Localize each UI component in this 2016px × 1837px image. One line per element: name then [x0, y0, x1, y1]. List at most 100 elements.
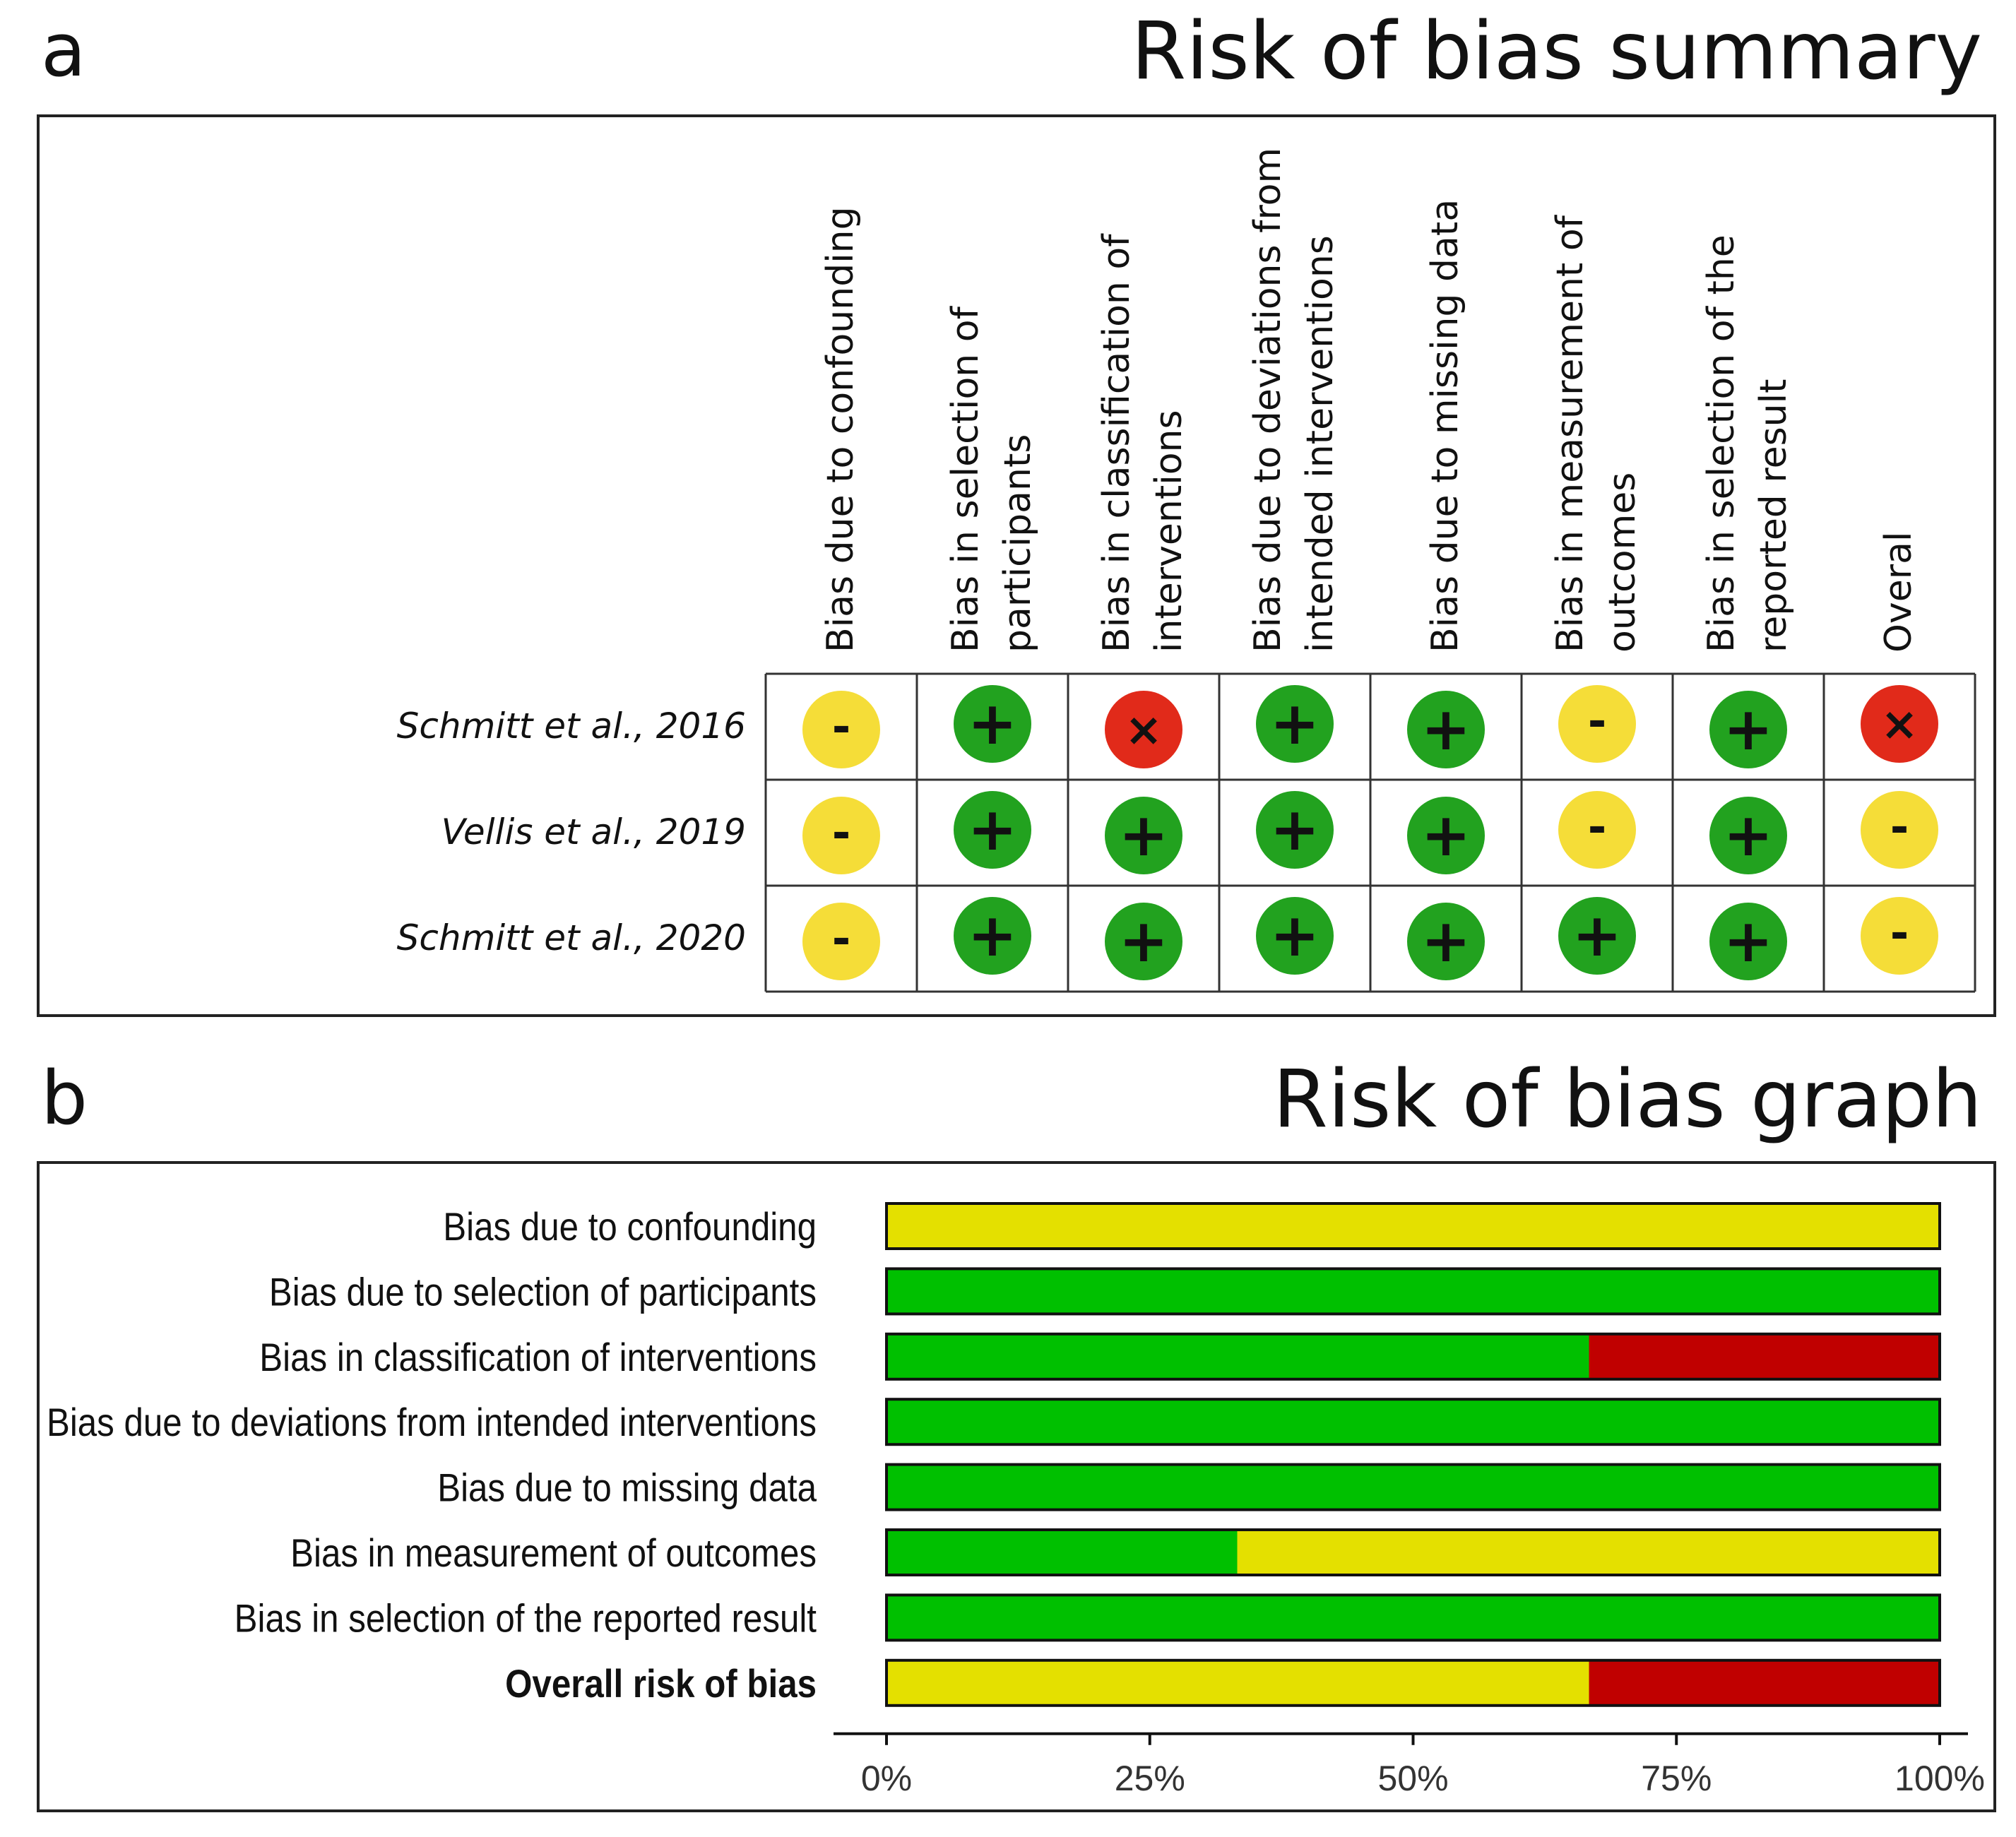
judgement-cell-schmitt-et-al-2020-bias-due-to-confounding: -: [802, 903, 880, 980]
x-tick-label-25-pct: 25%: [1115, 1759, 1185, 1798]
bar-segment-bias-due-to-confounding-some-concerns: [887, 1203, 1940, 1249]
some-risk-symbol: -: [1588, 696, 1607, 748]
bar-outline-bias-due-to-missing-data: [885, 1463, 1941, 1511]
column-header-bias-in-measurement-of-outcomes-line-1: Bias in measurement of: [1549, 214, 1591, 653]
judgement-cell-vellis-et-al-2019-bias-in-classification-of-interventions: +: [1105, 797, 1182, 874]
bar-segment-overall-risk-of-bias-some-concerns: [887, 1660, 1589, 1706]
judgement-cell-vellis-et-al-2019-bias-in-measurement-of-outcomes: -: [1558, 791, 1636, 869]
some-risk-circle: [802, 797, 880, 874]
graph-bars: [885, 1202, 1941, 1707]
bar-outline-bias-in-classification-of-interventions: [885, 1332, 1941, 1381]
category-label-bias-due-to-deviations-from-intended-interventions: Bias due to deviations from intended int…: [47, 1401, 817, 1445]
low-risk-symbol: +: [968, 795, 1017, 864]
low-risk-symbol: +: [1119, 800, 1168, 869]
column-header-bias-in-selection-of-participants-line-1: Bias in selection of: [944, 305, 987, 653]
bar-outline-bias-in-measurement-of-outcomes: [885, 1528, 1941, 1576]
judgement-cell-schmitt-et-al-2016-bias-in-measurement-of-outcomes: -: [1558, 685, 1636, 763]
judgement-cell-vellis-et-al-2019-bias-due-to-missing-data: +: [1407, 797, 1485, 874]
low-risk-symbol: +: [1724, 694, 1773, 763]
summary-grid: [764, 672, 1976, 993]
category-label-bias-due-to-selection-of-participants: Bias due to selection of participants: [269, 1271, 817, 1315]
bar-outline-bias-due-to-deviations-from-intended-interventions: [885, 1398, 1941, 1446]
low-risk-circle: [1407, 903, 1485, 980]
judgement-cell-schmitt-et-al-2016-bias-due-to-deviations-from-intended-interventions: +: [1256, 685, 1334, 763]
judgement-cell-schmitt-et-al-2016-bias-in-classification-of-interventions: ×: [1105, 691, 1182, 768]
low-risk-circle: [1709, 691, 1787, 768]
judgement-cell-schmitt-et-al-2016-overal: ×: [1861, 685, 1938, 763]
column-header-bias-in-selection-of-the-reported-result-line-1: Bias in selection of the: [1700, 234, 1743, 653]
bar-segment-bias-in-selection-of-the-reported-result-low-risk: [887, 1595, 1940, 1641]
some-risk-symbol: -: [1890, 908, 1909, 960]
study-label-schmitt-et-al-2016: Schmitt et al., 2016: [397, 706, 746, 747]
x-tick-label-75-pct: 75%: [1641, 1759, 1712, 1798]
some-risk-symbol: -: [1588, 802, 1607, 854]
category-label-bias-in-measurement-of-outcomes: Bias in measurement of outcomes: [290, 1531, 817, 1576]
panel-a-letter: a: [41, 7, 86, 93]
bar-segment-bias-due-to-deviations-from-intended-interventions-low-risk: [887, 1399, 1940, 1445]
bar-segment-bias-due-to-selection-of-participants-low-risk: [887, 1268, 1940, 1314]
bar-outline-bias-in-selection-of-the-reported-result: [885, 1593, 1941, 1642]
column-header-bias-in-selection-of-the-reported-result-line-2: reported result: [1753, 379, 1795, 653]
study-label-vellis-et-al-2019: Vellis et al., 2019: [441, 812, 746, 852]
low-risk-circle: [954, 791, 1031, 869]
summary-frame: Bias due to confounding Bias in selection…: [37, 114, 1996, 1017]
low-risk-symbol: +: [1119, 906, 1168, 975]
bar-segment-overall-risk-of-bias-high-risk: [1589, 1660, 1940, 1706]
some-risk-circle: [1558, 791, 1636, 869]
low-risk-symbol: +: [968, 689, 1017, 758]
risk-of-bias-graph: Bias due to confounding Bias due to selec…: [47, 1202, 1985, 1798]
judgement-cell-schmitt-et-al-2020-overal: -: [1861, 897, 1938, 975]
bar-segment-bias-in-measurement-of-outcomes-low-risk: [887, 1530, 1238, 1575]
graph-x-axis: 0% 25% 50% 75% 100%: [834, 1732, 1985, 1798]
x-tick-label-50-pct: 50%: [1377, 1759, 1448, 1798]
bar-segment-bias-in-classification-of-interventions-high-risk: [1589, 1333, 1940, 1379]
x-tick-label-0-pct: 0%: [861, 1759, 912, 1798]
low-risk-circle: [1256, 685, 1334, 763]
low-risk-symbol: +: [1270, 900, 1320, 970]
judgement-cell-vellis-et-al-2019-bias-in-selection-of-participants: +: [954, 791, 1031, 869]
some-risk-circle: [802, 903, 880, 980]
judgement-cell-schmitt-et-al-2016-bias-due-to-missing-data: +: [1407, 691, 1485, 768]
summary-study-labels: Schmitt et al., 2016 Vellis et al., 2019 S…: [397, 706, 746, 958]
low-risk-symbol: +: [1421, 906, 1471, 975]
low-risk-circle: [1256, 897, 1334, 975]
judgement-cell-schmitt-et-al-2020-bias-in-classification-of-interventions: +: [1105, 903, 1182, 980]
low-risk-symbol: +: [1270, 689, 1320, 758]
summary-column-headers: Bias due to confounding Bias in selection…: [819, 148, 1920, 653]
some-risk-circle: [1558, 685, 1636, 763]
column-header-bias-due-to-missing-data: Bias due to missing data: [1424, 199, 1466, 653]
low-risk-symbol: +: [1724, 800, 1773, 869]
low-risk-symbol: +: [1572, 900, 1622, 970]
graph-frame: Bias due to confounding Bias due to selec…: [37, 1161, 1996, 1812]
judgement-cell-vellis-et-al-2019-bias-in-selection-of-the-reported-result: +: [1709, 797, 1787, 874]
judgement-cell-schmitt-et-al-2016-bias-in-selection-of-participants: +: [954, 685, 1031, 763]
judgement-cell-schmitt-et-al-2020-bias-in-measurement-of-outcomes: +: [1558, 897, 1636, 975]
low-risk-circle: [1105, 903, 1182, 980]
bar-segment-bias-in-measurement-of-outcomes-some-concerns: [1237, 1530, 1940, 1575]
high-risk-circle: [1105, 691, 1182, 768]
judgement-cell-vellis-et-al-2019-bias-due-to-deviations-from-intended-interventions: +: [1256, 791, 1334, 869]
low-risk-symbol: +: [1421, 800, 1471, 869]
panel-b-title: Risk of bias graph: [1273, 1054, 1982, 1146]
x-tick-label-100-pct: 100%: [1895, 1759, 1985, 1798]
low-risk-circle: [954, 897, 1031, 975]
category-label-overall-risk-of-bias: Overall risk of bias: [505, 1662, 817, 1706]
some-risk-circle: [802, 691, 880, 768]
low-risk-circle: [1105, 797, 1182, 874]
low-risk-circle: [954, 685, 1031, 763]
panel-a-title: Risk of bias summary: [1131, 6, 1982, 97]
category-label-bias-in-selection-of-the-reported-result: Bias in selection of the reported result: [235, 1597, 817, 1641]
summary-judgement-cells: - + × + + - + × - + + + + - + - - + + + + + + -: [802, 685, 1938, 980]
column-header-bias-in-classification-of-interventions-line-1: Bias in classification of: [1096, 233, 1138, 653]
category-label-bias-due-to-confounding: Bias due to confounding: [443, 1205, 817, 1249]
some-risk-symbol: -: [1890, 802, 1909, 854]
column-header-bias-in-measurement-of-outcomes-line-2: outcomes: [1601, 472, 1644, 653]
some-risk-symbol: -: [832, 701, 851, 754]
risk-of-bias-summary-table: Bias due to confounding Bias in selection…: [397, 148, 1976, 993]
bar-outline-bias-due-to-confounding: [885, 1202, 1941, 1250]
low-risk-circle: [1407, 691, 1485, 768]
judgement-cell-schmitt-et-al-2020-bias-due-to-missing-data: +: [1407, 903, 1485, 980]
some-risk-symbol: -: [832, 913, 851, 965]
high-risk-symbol: ×: [1880, 698, 1919, 751]
column-header-overal: Overal: [1878, 532, 1920, 653]
